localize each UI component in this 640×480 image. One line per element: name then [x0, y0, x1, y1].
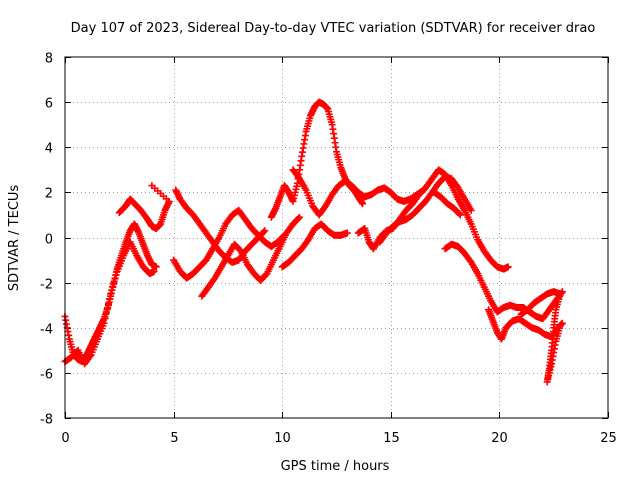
data-point: [112, 271, 120, 279]
data-point: [102, 309, 110, 317]
data-point: [109, 282, 117, 290]
series-arc-8: [278, 220, 351, 271]
y-tick-label: 0: [45, 233, 53, 248]
data-point: [107, 290, 115, 298]
series-arc-5: [170, 206, 288, 282]
data-point: [455, 210, 463, 218]
data-point: [103, 305, 111, 313]
data-point: [556, 321, 564, 329]
chart-title: Day 107 of 2023, Sidereal Day-to-day VTE…: [71, 21, 596, 36]
y-tick-label: 2: [45, 187, 53, 202]
x-tick-label: 20: [491, 431, 508, 446]
series-arc-13: [441, 240, 566, 323]
data-point: [108, 286, 116, 294]
data-point: [456, 211, 464, 219]
grid: [65, 57, 608, 418]
y-tick-label: -2: [40, 278, 53, 293]
data-point: [294, 214, 302, 222]
y-tick-label: 8: [45, 52, 53, 67]
x-tick-label: 25: [600, 431, 617, 446]
x-axis-tick-labels: 0 5 10 15 20 25: [61, 431, 616, 446]
series-arc-3: [115, 182, 173, 232]
y-axis-tick-labels: -8 -6 -4 -2 0 2 4 6 8: [40, 52, 53, 428]
x-tick-label: 15: [383, 431, 400, 446]
y-axis-title: SDTVAR / TECUs: [7, 185, 22, 292]
data-point: [152, 263, 160, 271]
data-point: [106, 295, 114, 303]
x-axis-title: GPS time / hours: [281, 459, 390, 474]
plot-frame: [64, 56, 609, 419]
y-tick-label: -6: [40, 368, 53, 383]
data-point: [148, 182, 156, 190]
data-points: [61, 98, 566, 386]
y-tick-label: 4: [45, 142, 53, 157]
data-point: [101, 314, 109, 322]
data-point: [504, 263, 512, 271]
x-tick-label: 5: [170, 431, 178, 446]
y-tick-label: -4: [40, 323, 53, 338]
y-tick-label: -8: [40, 413, 53, 428]
series-arc-2: [61, 238, 158, 368]
data-point: [467, 206, 475, 214]
data-point: [296, 213, 304, 221]
data-point: [261, 227, 269, 235]
data-point: [260, 228, 268, 236]
x-tick-label: 10: [274, 431, 291, 446]
data-point: [111, 275, 119, 283]
data-point: [343, 229, 351, 237]
series-arc-15: [517, 288, 564, 386]
data-point: [110, 279, 118, 287]
data-point: [86, 352, 94, 360]
series-arc-6: [198, 213, 304, 300]
y-tick-label: 6: [45, 97, 53, 112]
data-point: [359, 200, 367, 208]
series-arc-11: [376, 173, 475, 246]
data-point: [100, 319, 108, 327]
series-arc-12: [430, 188, 464, 219]
data-point: [104, 300, 112, 308]
x-tick-label: 0: [61, 431, 69, 446]
data-point: [150, 267, 158, 275]
series-arc-7: [267, 98, 367, 221]
series-arc-10: [354, 166, 512, 273]
series-arc-9: [289, 166, 427, 219]
